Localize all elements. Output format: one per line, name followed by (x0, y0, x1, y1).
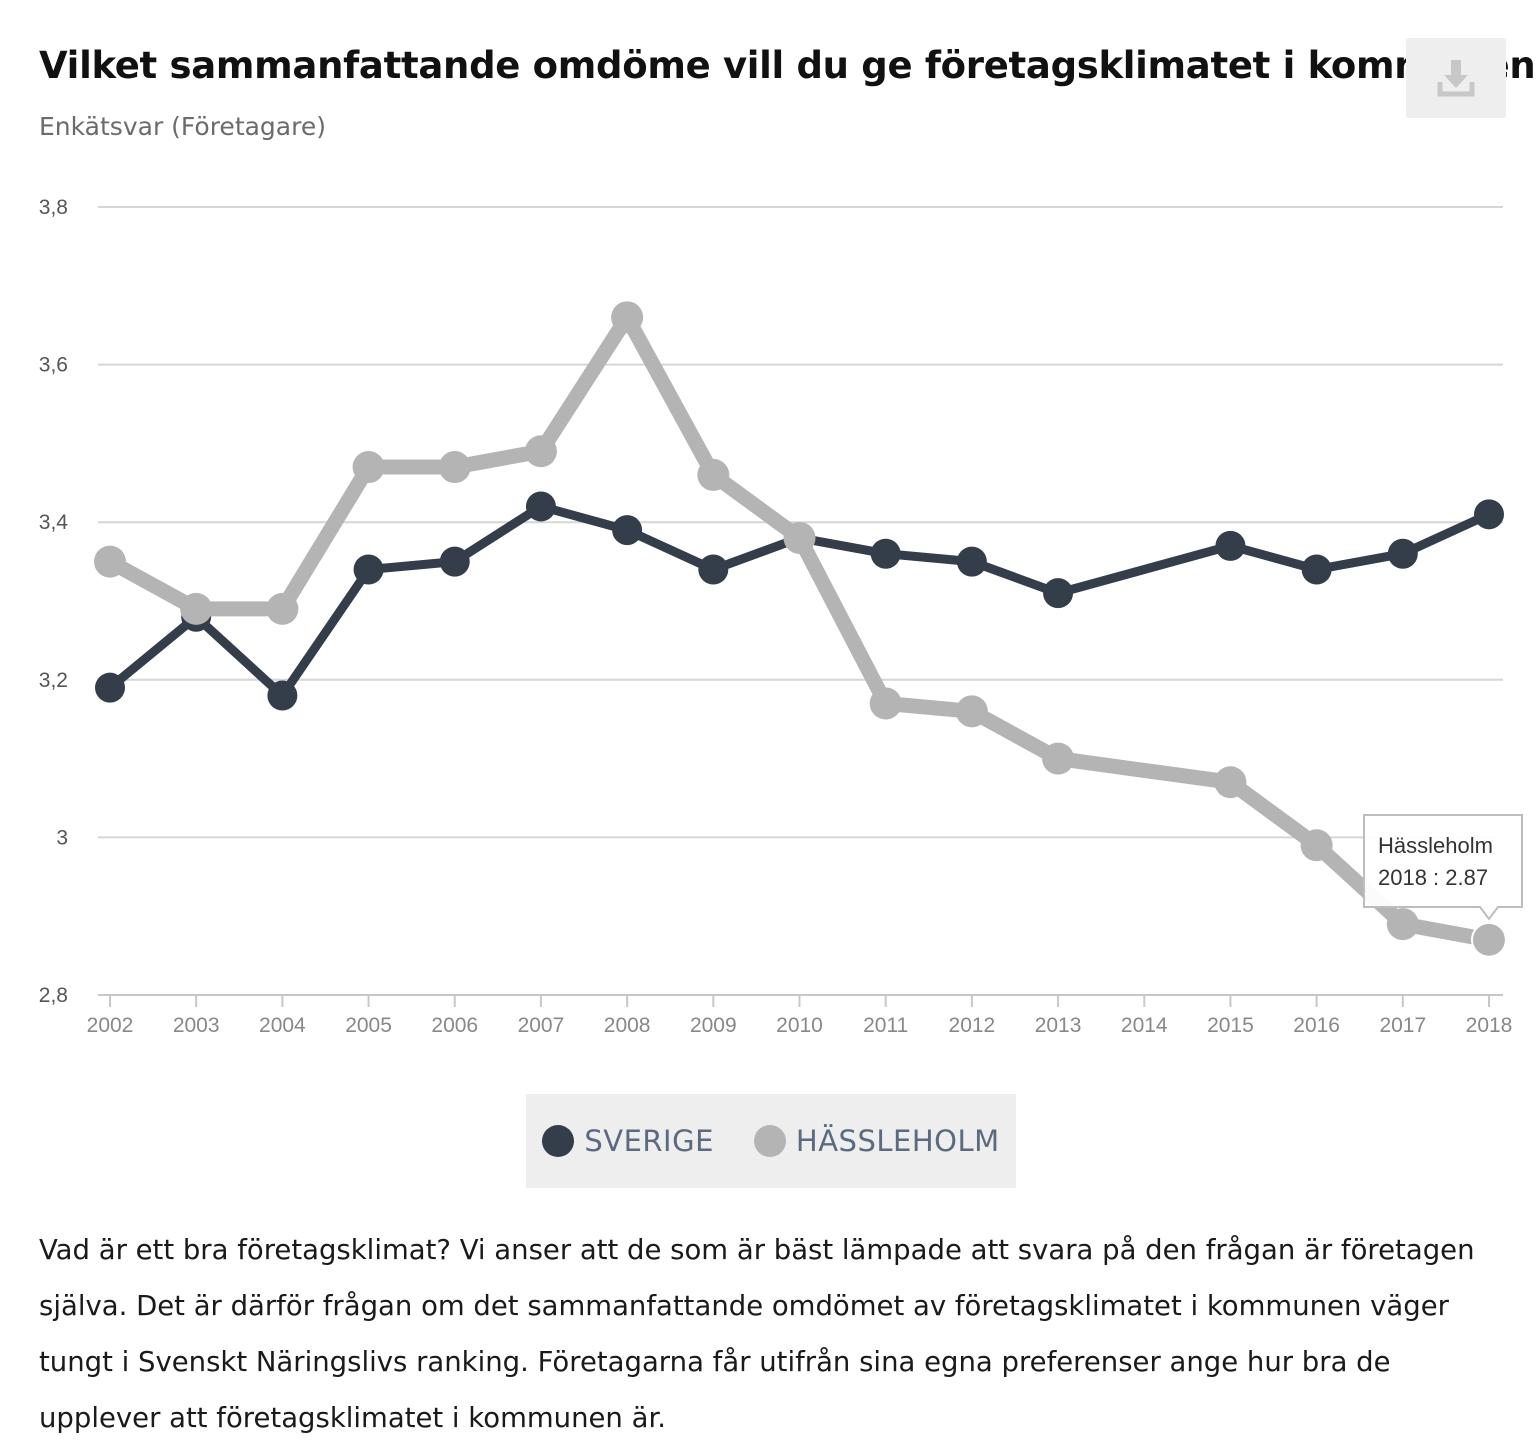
x-tick-label: 2007 (518, 1014, 565, 1037)
y-tick-label: 2,8 (39, 984, 68, 1007)
data-point[interactable] (955, 695, 988, 728)
x-tick-label: 2017 (1379, 1014, 1426, 1037)
data-point[interactable] (1474, 499, 1504, 530)
data-point[interactable] (1215, 530, 1246, 561)
data-point[interactable] (870, 538, 901, 569)
data-point[interactable] (438, 451, 471, 484)
x-tick-label: 2008 (604, 1014, 651, 1037)
x-tick-label: 2004 (259, 1014, 306, 1037)
x-tick-label: 2003 (173, 1014, 220, 1037)
data-point[interactable] (1300, 829, 1333, 862)
data-point[interactable] (869, 687, 902, 720)
legend-dot-sverige (542, 1125, 575, 1157)
data-point[interactable] (266, 592, 299, 625)
legend-item-sverige[interactable]: SVERIGE (542, 1124, 714, 1158)
data-point[interactable] (1386, 908, 1419, 941)
tooltip-series: Hässleholm (1378, 833, 1493, 858)
y-tick-label: 3,4 (39, 511, 69, 534)
y-tick-label: 3,8 (39, 196, 68, 219)
data-point[interactable] (697, 458, 730, 491)
x-tick-label: 2011 (863, 1014, 908, 1037)
tooltip-value: 2018 : 2.87 (1378, 865, 1488, 890)
x-tick-label: 2002 (87, 1014, 134, 1037)
data-point[interactable] (612, 515, 643, 546)
x-tick-label: 2006 (431, 1014, 478, 1037)
download-icon (1437, 60, 1475, 97)
legend-label-sverige: SVERIGE (584, 1124, 714, 1158)
x-tick-label: 2005 (345, 1014, 392, 1037)
data-point[interactable] (611, 301, 644, 334)
x-tick-label: 2012 (949, 1014, 996, 1037)
data-point[interactable] (439, 546, 470, 577)
series-line (105, 501, 1494, 701)
page-title: Vilket sammanfattande omdöme vill du ge … (39, 44, 1536, 87)
legend-item-hassleholm[interactable]: HÄSSLEHOLM (753, 1124, 1000, 1158)
data-point[interactable] (1473, 923, 1505, 956)
data-point[interactable] (956, 546, 987, 577)
x-tick-label: 2014 (1121, 1014, 1168, 1037)
data-point[interactable] (95, 672, 125, 703)
tooltip: Hässleholm 2018 : 2.87 (1363, 814, 1523, 958)
data-point[interactable] (352, 451, 385, 484)
legend-label-hassleholm: HÄSSLEHOLM (795, 1124, 1000, 1158)
description-text: Vad är ett bra företagsklimat? Vi anser … (39, 1234, 1475, 1434)
legend-dot-hassleholm (753, 1125, 786, 1157)
data-point[interactable] (525, 491, 556, 522)
y-tick-label: 3,6 (39, 354, 68, 377)
x-tick-label: 2010 (776, 1014, 823, 1037)
page-subtitle: Enkätsvar (Företagare) (39, 112, 326, 141)
data-point[interactable] (698, 554, 729, 585)
download-button[interactable] (1406, 38, 1506, 118)
x-tick-label: 2016 (1293, 1014, 1340, 1037)
x-tick-label: 2009 (690, 1014, 737, 1037)
x-tick-label: 2018 (1466, 1014, 1513, 1037)
tooltip-box (1363, 814, 1523, 921)
data-point[interactable] (524, 435, 557, 468)
series-hassleholm (94, 301, 1505, 956)
data-point[interactable] (94, 545, 126, 578)
data-point[interactable] (267, 680, 298, 711)
series-line (102, 309, 1497, 948)
data-point[interactable] (783, 521, 816, 554)
data-point[interactable] (1214, 766, 1247, 799)
data-point[interactable] (1387, 538, 1418, 569)
y-tick-label: 3 (56, 826, 68, 849)
data-point[interactable] (1042, 742, 1075, 775)
y-tick-label: 3,2 (39, 669, 68, 692)
x-tick-label: 2013 (1035, 1014, 1082, 1037)
data-point[interactable] (353, 554, 384, 585)
data-point[interactable] (1043, 578, 1074, 609)
line-chart: 2,8 3 3,2 3,4 3,6 3,8 2002 2003 2004 2005 2006 200… (39, 196, 1523, 1037)
x-tick-label: 2015 (1207, 1014, 1254, 1037)
data-point[interactable] (180, 592, 213, 625)
hovered-point (1471, 921, 1507, 958)
data-point[interactable] (1301, 554, 1332, 585)
chart-legend: SVERIGE HÄSSLEHOLM (526, 1094, 1016, 1188)
